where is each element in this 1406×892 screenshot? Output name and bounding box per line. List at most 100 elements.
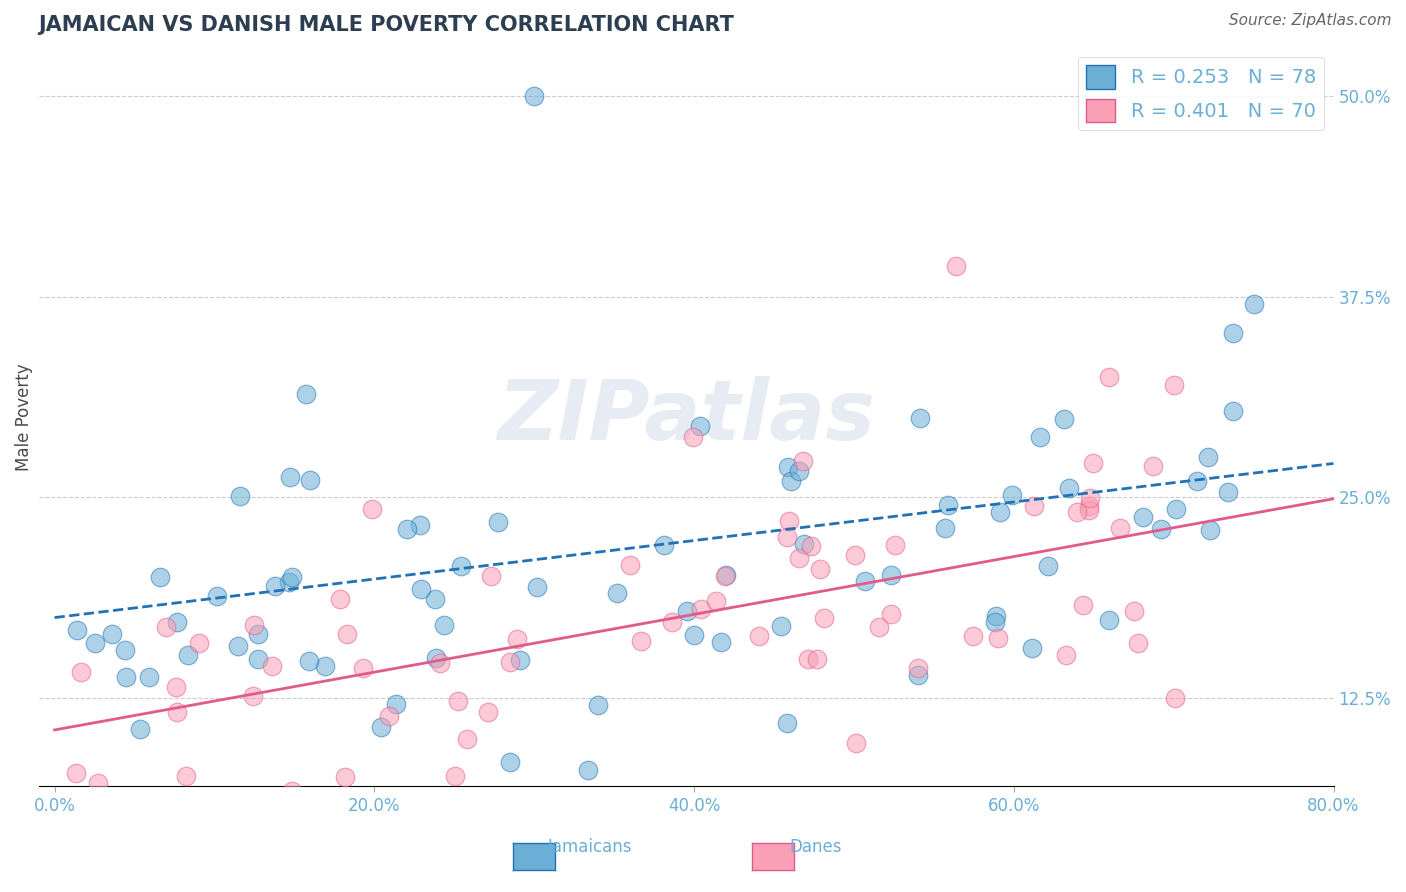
Jamaicans [1132, 510, 1154, 524]
Danes [70, 665, 93, 680]
Danes [1071, 598, 1094, 612]
Y-axis label: Male Poverty: Male Poverty [15, 363, 32, 471]
Danes [352, 661, 374, 675]
Danes [506, 632, 529, 647]
Jamaicans [129, 722, 152, 736]
Danes [879, 607, 901, 621]
Jamaicans [228, 489, 250, 503]
Jamaicans [294, 387, 316, 401]
Jamaicans [1222, 404, 1244, 418]
Jamaicans [588, 698, 610, 713]
Danes [1122, 604, 1144, 618]
Jamaicans [166, 615, 188, 629]
Danes [314, 795, 336, 809]
Danes [987, 632, 1010, 646]
Jamaicans [396, 522, 419, 536]
Danes [907, 661, 929, 675]
Jamaicans [1199, 523, 1222, 537]
Jamaicans [277, 574, 299, 589]
Jamaicans [280, 470, 302, 484]
Danes [77, 795, 100, 809]
Jamaicans [1222, 326, 1244, 340]
Jamaicans [1001, 488, 1024, 502]
Danes [1098, 370, 1121, 384]
Jamaicans [1057, 481, 1080, 495]
Jamaicans [433, 618, 456, 632]
Danes [444, 769, 467, 783]
Jamaicans [370, 720, 392, 734]
Jamaicans [1243, 297, 1265, 311]
Danes [806, 652, 828, 666]
Danes [243, 618, 266, 632]
Danes [797, 652, 820, 666]
Danes [456, 731, 478, 746]
Jamaicans [526, 580, 548, 594]
Jamaicans [385, 697, 408, 711]
Danes [778, 514, 800, 528]
Danes [174, 769, 197, 783]
Jamaicans [934, 521, 956, 535]
Danes [333, 770, 356, 784]
Jamaicans [523, 88, 546, 103]
Jamaicans [138, 670, 160, 684]
Danes [704, 594, 727, 608]
Jamaicans [1150, 522, 1173, 536]
Jamaicans [778, 460, 800, 475]
Jamaicans [66, 623, 89, 637]
Danes [945, 259, 967, 273]
Jamaicans [314, 659, 336, 673]
Jamaicans [1164, 501, 1187, 516]
Danes [1126, 636, 1149, 650]
Danes [1024, 500, 1046, 514]
Jamaicans [936, 498, 959, 512]
Jamaicans [578, 763, 600, 777]
Danes [748, 629, 770, 643]
Jamaicans [409, 518, 432, 533]
Danes [787, 550, 810, 565]
Text: JAMAICAN VS DANISH MALE POVERTY CORRELATION CHART: JAMAICAN VS DANISH MALE POVERTY CORRELAT… [38, 15, 734, 35]
Danes [630, 634, 652, 648]
Danes [360, 501, 382, 516]
Jamaicans [509, 653, 531, 667]
Danes [65, 766, 87, 780]
Danes [215, 795, 238, 809]
Jamaicans [907, 667, 929, 681]
Danes [1080, 491, 1102, 506]
Jamaicans [499, 756, 522, 770]
Danes [498, 655, 520, 669]
Jamaicans [689, 418, 711, 433]
Jamaicans [652, 538, 675, 552]
Text: Source: ZipAtlas.com: Source: ZipAtlas.com [1229, 13, 1392, 29]
Jamaicans [450, 559, 472, 574]
Jamaicans [1197, 450, 1219, 465]
Danes [260, 659, 283, 673]
Jamaicans [787, 464, 810, 478]
Jamaicans [149, 570, 172, 584]
Danes [1163, 377, 1185, 392]
Jamaicans [425, 650, 447, 665]
Danes [661, 615, 683, 629]
Danes [682, 430, 704, 444]
Jamaicans [769, 618, 792, 632]
Danes [845, 736, 868, 750]
Jamaicans [425, 591, 447, 606]
Danes [336, 627, 359, 641]
Jamaicans [986, 608, 1008, 623]
Jamaicans [409, 582, 432, 597]
Jamaicans [281, 570, 304, 584]
Jamaicans [114, 643, 136, 657]
Danes [1164, 691, 1187, 706]
Jamaicans [176, 648, 198, 662]
Danes [166, 705, 188, 719]
Text: Danes: Danes [789, 838, 842, 855]
Danes [813, 611, 835, 625]
Danes [1077, 503, 1099, 517]
Danes [429, 656, 451, 670]
Jamaicans [100, 627, 122, 641]
Danes [1078, 499, 1101, 513]
Danes [188, 636, 211, 650]
Danes [619, 558, 641, 572]
Danes [689, 602, 711, 616]
Jamaicans [676, 604, 699, 618]
Danes [479, 569, 502, 583]
